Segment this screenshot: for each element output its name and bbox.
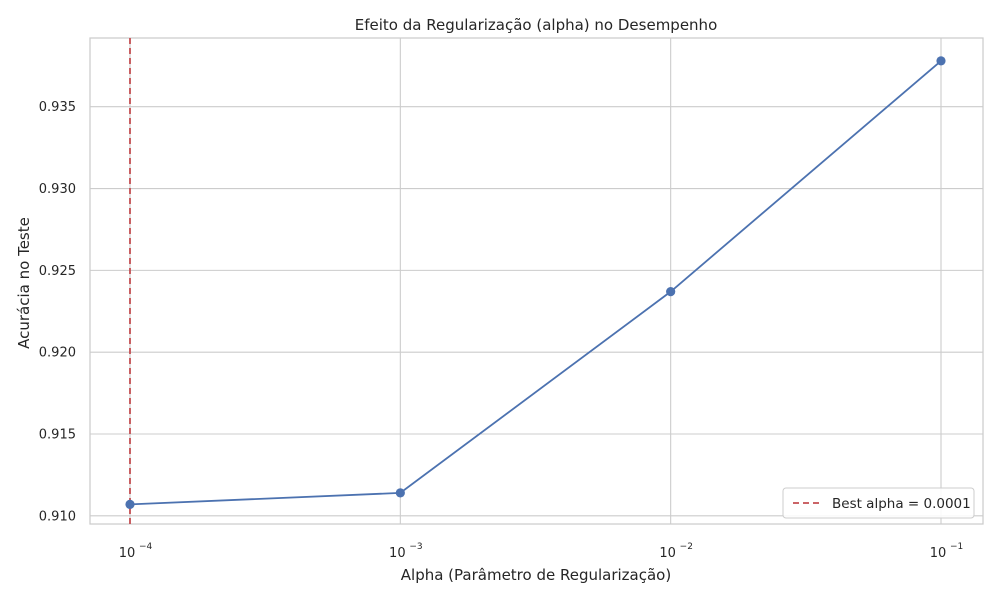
x-tick-exponent: −3: [409, 542, 422, 552]
grid: [90, 38, 983, 524]
x-axis-label: Alpha (Parâmetro de Regularização): [401, 566, 671, 584]
y-tick-label: 0.925: [39, 264, 76, 279]
tick-labels: 10 −4 10 −3 10 −2 10 −10.9100.9150.9200.9250.93…: [39, 100, 964, 561]
x-tick-exponent: −1: [950, 542, 963, 552]
y-axis-label: Acurácia no Teste: [15, 217, 33, 349]
y-tick-label: 0.920: [39, 346, 76, 361]
x-tick-label: 10: [659, 546, 676, 561]
series-group: [125, 56, 946, 509]
x-tick-label: 10: [389, 546, 406, 561]
y-tick-label: 0.910: [39, 509, 76, 524]
y-tick-label: 0.930: [39, 182, 76, 197]
x-tick-base: 10: [119, 546, 136, 561]
chart-title: Efeito da Regularização (alpha) no Desem…: [355, 16, 718, 34]
data-point: [666, 287, 676, 297]
x-tick-label: 10: [930, 546, 947, 561]
x-tick-base: 10: [389, 546, 406, 561]
data-point: [125, 499, 135, 509]
x-tick-exponent: −2: [680, 542, 693, 552]
y-tick-label: 0.915: [39, 428, 76, 443]
series-line: [129, 60, 942, 506]
y-tick-label: 0.935: [39, 100, 76, 115]
plot-area-frame: [89, 37, 984, 525]
data-point: [936, 56, 946, 66]
legend-label: Best alpha = 0.0001: [832, 496, 971, 512]
x-tick-base: 10: [659, 546, 676, 561]
legend: Best alpha = 0.0001: [782, 487, 975, 519]
x-tick-label: 10: [119, 546, 136, 561]
legend-box: [782, 487, 975, 519]
x-tick-exponent: −4: [139, 542, 153, 552]
data-point: [395, 488, 405, 498]
x-tick-base: 10: [930, 546, 947, 561]
